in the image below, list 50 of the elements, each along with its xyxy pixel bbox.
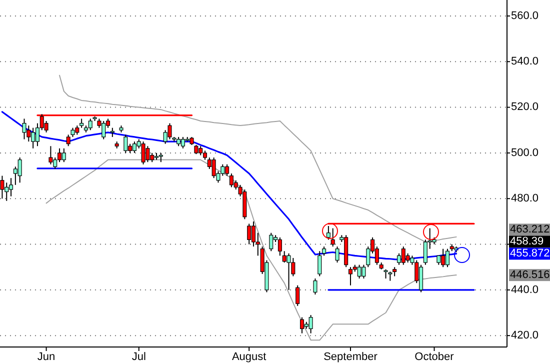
candlestick: [296, 284, 300, 306]
x-tick-label: August: [232, 351, 266, 363]
x-tick-label: Jul: [132, 351, 146, 363]
x-tick-label: September: [324, 351, 378, 363]
candlestick: [335, 246, 340, 264]
candlestick: [308, 314, 313, 334]
candlestick: [322, 246, 326, 256]
y-tick-label: 520.0: [511, 101, 539, 114]
candlestick: [362, 264, 366, 280]
candlestick: [44, 120, 48, 133]
candlestick: [269, 232, 274, 252]
x-tick-label: Jun: [37, 351, 56, 363]
candlestick: [313, 278, 318, 295]
candlestick: [392, 266, 397, 277]
candlestick: [146, 146, 150, 163]
text: 446.516: [510, 268, 550, 281]
candlestick: [357, 264, 362, 280]
text: 463.212: [510, 224, 550, 236]
candlestick: [326, 226, 330, 240]
text: 458.39: [510, 236, 544, 248]
text: 455.872: [510, 248, 550, 260]
y-tick-label: 560.0: [511, 10, 539, 22]
y-tick-label: 440.0: [511, 284, 539, 296]
candlestick: [48, 146, 53, 165]
y-tick-label: 500.0: [511, 146, 539, 159]
y-tick-label: 420.0: [511, 329, 539, 342]
candlestick: [168, 122, 172, 140]
candlestick: [158, 152, 163, 163]
candlestick: [22, 118, 26, 140]
candlestick: [436, 255, 441, 266]
candlestick: [247, 223, 252, 245]
candlestick: [88, 118, 92, 131]
candlestick: [445, 248, 450, 268]
candlestick: [80, 118, 84, 128]
candlestick: [194, 144, 198, 155]
candlestick: [384, 268, 388, 280]
candlestick: [124, 134, 128, 154]
candlestick: [18, 157, 22, 184]
candlestick: [330, 228, 335, 248]
candlestick: [278, 236, 282, 256]
candlestick: [141, 141, 146, 165]
y-tick-label: 540.0: [511, 56, 539, 68]
candlestick: [318, 250, 322, 277]
candlestick: [110, 127, 114, 138]
candlestick: [62, 148, 66, 163]
candlestick: [0, 175, 4, 200]
y-tick-label: 480.0: [511, 192, 539, 205]
x-tick-label: October: [414, 351, 454, 363]
candlestick: [406, 252, 410, 264]
candlestick: [286, 252, 291, 290]
